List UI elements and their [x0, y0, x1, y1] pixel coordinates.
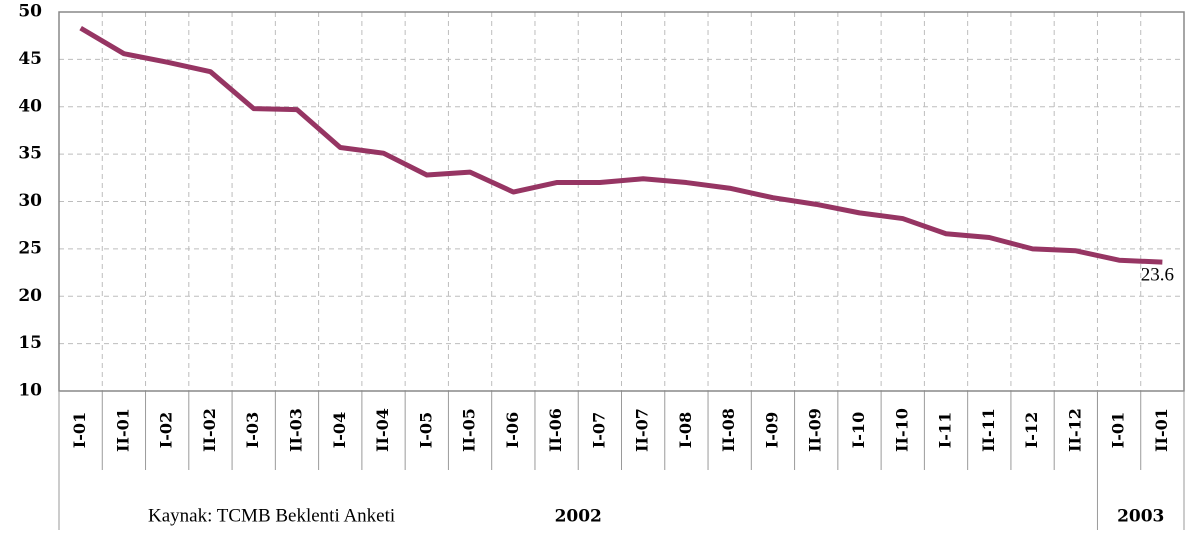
line [79, 25, 1163, 265]
y-tick-label: 10 [18, 381, 42, 401]
x-tick-label: II-04 [373, 408, 392, 452]
y-tick-label: 30 [18, 191, 42, 211]
x-tick-label: I-11 [936, 412, 955, 448]
y-tick-label: 15 [18, 333, 42, 353]
x-tick-label: II-01 [113, 408, 132, 452]
x-tick-label: II-11 [979, 408, 998, 452]
x-tick-label: I-02 [157, 412, 176, 448]
x-tick-label: I-09 [762, 412, 781, 448]
x-tick-label: II-08 [719, 408, 738, 452]
y-tick-label: 50 [18, 2, 42, 22]
x-tick-label: I-06 [503, 412, 522, 448]
x-tick-label: II-10 [892, 408, 911, 452]
data-label: 23.6 [1141, 264, 1174, 285]
x-tick-label: II-02 [200, 408, 219, 452]
x-tick-label: I-03 [243, 412, 262, 448]
group-label: 2002 [555, 507, 602, 527]
x-tick-label: I-05 [416, 412, 435, 448]
x-tick-label: I-07 [589, 412, 608, 448]
y-tick-label: 40 [18, 96, 42, 116]
y-tick-label: 20 [18, 286, 42, 306]
y-tick-label: 45 [18, 49, 42, 69]
y-tick-label: 25 [18, 238, 42, 258]
x-tick-label: II-03 [286, 408, 305, 452]
x-tick-label: I-04 [330, 412, 349, 448]
x-tick-label: I-08 [676, 412, 695, 448]
x-tick-label: I-01 [1109, 412, 1128, 448]
x-tick-label: I-01 [70, 412, 89, 448]
x-tick-label: II-12 [1065, 408, 1084, 452]
group-label: 2003 [1117, 507, 1164, 527]
source: Kaynak: TCMB Beklenti Anketi [148, 505, 395, 526]
x-tick-label: II-01 [1152, 408, 1171, 452]
x-tick-label: II-05 [460, 408, 479, 452]
x-tick-label: II-09 [806, 408, 825, 452]
x-tick-label: I-12 [1022, 412, 1041, 448]
plot-frame [58, 11, 1185, 392]
x-tick-label: II-07 [633, 408, 652, 452]
x-tick-label: I-10 [849, 412, 868, 448]
x-tick-label: II-06 [546, 408, 565, 452]
y-tick-label: 35 [18, 144, 42, 164]
